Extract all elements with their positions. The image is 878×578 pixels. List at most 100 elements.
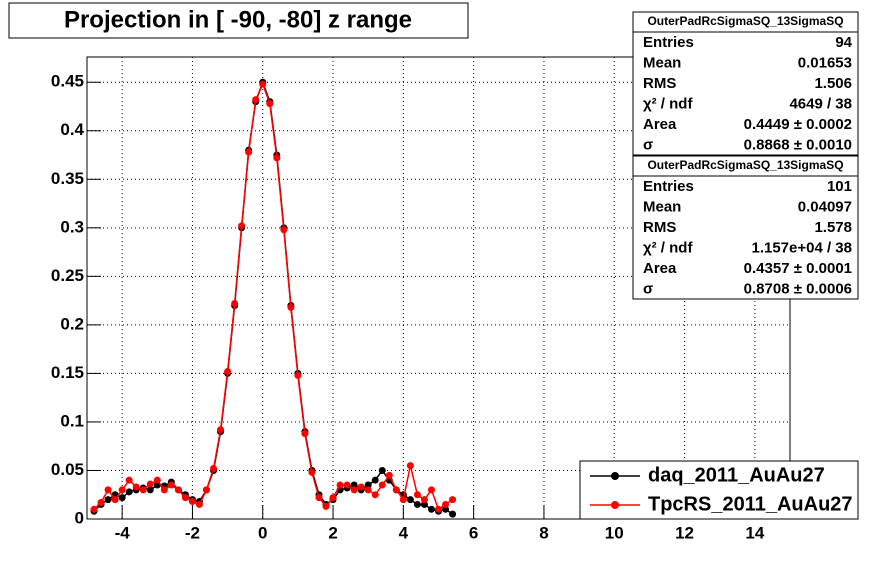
y-tick-label: 0 — [75, 508, 84, 527]
data-point — [125, 488, 133, 496]
data-point — [385, 471, 393, 479]
data-point — [301, 430, 309, 438]
legend-label: TpcRS_2011_AuAu27 — [648, 493, 853, 515]
data-point — [392, 486, 400, 494]
data-point — [442, 505, 450, 513]
data-point — [238, 222, 246, 230]
stats-value: 0.04097 — [798, 198, 852, 215]
data-point — [442, 500, 450, 508]
x-tick-label: 6 — [469, 523, 478, 542]
x-tick-label: 14 — [745, 523, 764, 542]
data-point — [364, 481, 372, 489]
data-point — [160, 486, 168, 494]
data-point — [315, 494, 323, 502]
title-box — [8, 2, 469, 39]
stats-value: 0.8708 ± 0.0006 — [744, 280, 852, 297]
x-tick-label: 2 — [328, 523, 337, 542]
stats-value: 0.8868 ± 0.0010 — [744, 136, 852, 153]
y-tick-label: 0.45 — [51, 72, 84, 91]
data-point — [280, 226, 288, 234]
stats-box — [632, 11, 859, 156]
y-tick-label: 0.4 — [60, 120, 84, 139]
data-point — [420, 500, 428, 508]
stats-label: Area — [643, 260, 677, 277]
stats-label: χ² / ndf — [643, 239, 693, 256]
data-point — [195, 500, 203, 508]
y-tick-label: 0.15 — [51, 363, 84, 382]
legend-marker — [611, 472, 619, 480]
data-point — [174, 486, 182, 494]
data-point — [413, 500, 421, 508]
data-point — [371, 476, 379, 484]
y-tick-label: 0.1 — [60, 411, 84, 430]
data-point — [399, 496, 407, 504]
stats-label: σ — [643, 136, 653, 153]
data-point — [146, 486, 154, 494]
data-point — [217, 426, 225, 434]
y-tick-label: 0.05 — [51, 460, 84, 479]
stats-label: Area — [643, 116, 677, 133]
y-tick-label: 0.3 — [60, 217, 84, 236]
data-point — [245, 148, 253, 156]
data-point — [118, 494, 126, 502]
stats-label: Entries — [643, 34, 694, 51]
data-point — [329, 494, 337, 502]
data-point — [357, 483, 365, 491]
stats-label: RMS — [643, 75, 676, 92]
data-point — [118, 486, 126, 494]
data-point — [371, 491, 379, 499]
data-point — [350, 486, 358, 494]
data-point — [104, 496, 112, 504]
stats-label: Entries — [643, 178, 694, 195]
stats-value: 0.4357 ± 0.0001 — [744, 260, 852, 277]
series-line — [93, 82, 453, 511]
data-point — [153, 476, 161, 484]
data-point — [252, 96, 260, 104]
data-point — [146, 480, 154, 488]
data-point — [420, 496, 428, 504]
data-point — [406, 462, 414, 470]
stats-label: Mean — [643, 198, 681, 215]
stats-value: 101 — [827, 178, 852, 195]
data-point — [273, 154, 281, 162]
stats-title: OuterPadRcSigmaSQ_13SigmaSQ — [647, 14, 843, 28]
data-point — [378, 466, 386, 474]
data-point — [336, 481, 344, 489]
data-point — [111, 496, 119, 504]
data-point — [294, 371, 302, 379]
data-point — [449, 510, 457, 518]
data-point — [427, 486, 435, 494]
data-point — [350, 481, 358, 489]
data-point — [259, 80, 267, 88]
data-point — [181, 494, 189, 502]
stats-value: 0.01653 — [798, 54, 852, 71]
data-point — [224, 367, 232, 375]
data-point — [287, 303, 295, 311]
data-point — [449, 496, 457, 504]
data-point — [97, 499, 105, 506]
y-tick-label: 0.25 — [51, 266, 84, 285]
data-point — [203, 486, 211, 494]
stats-value: 4649 / 38 — [789, 95, 852, 112]
stats-value: 1.578 — [814, 219, 852, 236]
x-tick-label: 10 — [605, 523, 624, 542]
legend-label: daq_2011_AuAu27 — [648, 464, 825, 486]
data-point — [435, 505, 442, 513]
legend-marker — [611, 501, 619, 509]
data-point — [406, 496, 414, 504]
data-point — [231, 300, 239, 308]
data-point — [210, 465, 218, 473]
stats-title: OuterPadRcSigmaSQ_13SigmaSQ — [647, 158, 843, 172]
data-point — [132, 483, 140, 491]
stats-value: 1.157e+04 / 38 — [751, 239, 852, 256]
data-point — [188, 498, 196, 506]
data-point — [167, 481, 175, 489]
data-point — [364, 486, 372, 494]
stats-label: σ — [643, 280, 653, 297]
data-point — [308, 468, 316, 476]
chart-title: Projection in [ -90, -80] z range — [64, 6, 412, 33]
x-tick-label: 4 — [399, 523, 409, 542]
stats-label: Mean — [643, 54, 681, 71]
